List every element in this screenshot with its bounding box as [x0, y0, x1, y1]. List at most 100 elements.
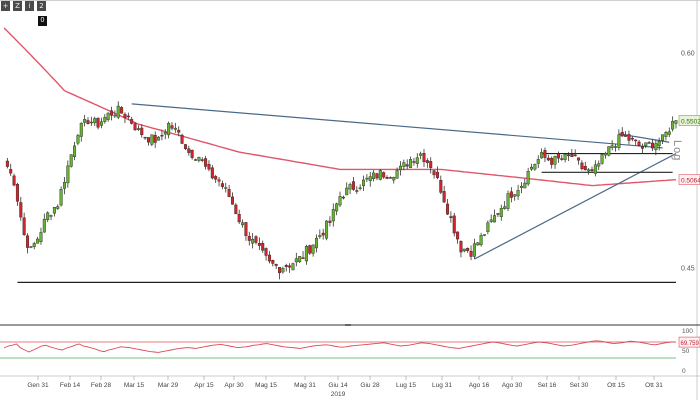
candle-body: [580, 162, 584, 170]
candle-body: [355, 190, 359, 192]
candle-body: [66, 165, 70, 184]
candle: [409, 156, 413, 169]
zoom-button[interactable]: Z: [13, 1, 22, 11]
candle: [375, 172, 379, 181]
candle-body: [519, 185, 523, 188]
candle: [261, 240, 265, 253]
candle-body: [378, 170, 382, 180]
candle: [200, 157, 204, 163]
candle: [533, 163, 537, 171]
candle: [546, 154, 550, 162]
candle-body: [230, 196, 234, 205]
candle-body: [351, 181, 355, 190]
candle-body: [220, 183, 224, 187]
candle: [671, 116, 675, 132]
candle: [634, 139, 638, 146]
candle-body: [550, 157, 554, 165]
oscillator-line: [3, 340, 677, 353]
candle-body: [409, 159, 413, 168]
candle: [603, 151, 607, 159]
candle-body: [49, 215, 53, 217]
candle: [654, 139, 658, 156]
candle-body: [603, 152, 607, 156]
candle: [560, 155, 564, 161]
candle: [509, 187, 513, 203]
crosshair-button[interactable]: +: [1, 1, 10, 11]
last-price-label: 0.5502: [681, 119, 700, 126]
candle-body: [654, 143, 658, 151]
candle-body: [227, 189, 231, 197]
candle-body: [429, 161, 433, 168]
candle: [314, 234, 318, 253]
candle: [264, 247, 268, 261]
candle: [365, 174, 369, 183]
candle-body: [93, 118, 97, 124]
candle-body: [59, 189, 63, 206]
candle: [217, 177, 221, 187]
oscillator-pane: 0 50 100 69.759: [0, 324, 700, 375]
candle-body: [32, 243, 36, 247]
candle-body: [368, 176, 372, 182]
candle-body: [244, 222, 248, 236]
candle-body: [46, 212, 50, 220]
candle: [341, 195, 345, 200]
candle-body: [476, 242, 480, 246]
candle: [173, 122, 177, 133]
candle-body: [52, 207, 56, 214]
time-tick-label: Set 16: [538, 382, 557, 389]
candle: [573, 149, 577, 157]
candle-body: [435, 171, 439, 178]
trendline: [618, 133, 670, 143]
candle: [207, 160, 211, 172]
ma-value-label: 0.5064: [681, 178, 700, 185]
candle-body: [583, 165, 587, 171]
candle: [338, 191, 342, 208]
time-tick-label: Set 30: [570, 382, 589, 389]
info-button[interactable]: i: [25, 1, 34, 11]
candle-body: [667, 131, 671, 135]
candle: [12, 173, 16, 187]
candle-body: [452, 215, 456, 234]
candle-body: [278, 267, 282, 274]
candle: [86, 117, 90, 125]
candle-body: [183, 144, 187, 149]
candle-body: [96, 117, 100, 128]
settings-button[interactable]: 2: [37, 1, 46, 11]
candle-body: [120, 107, 124, 114]
candle: [26, 233, 30, 254]
candle-body: [372, 172, 376, 180]
candle: [388, 176, 392, 179]
candle: [577, 157, 581, 165]
candle: [405, 159, 409, 170]
candle-body: [321, 232, 325, 236]
candle-body: [412, 161, 416, 163]
candle-body: [593, 164, 597, 174]
candle-body: [210, 167, 214, 179]
log-scale-label[interactable]: Log: [671, 140, 683, 162]
candle-body: [647, 142, 651, 144]
candle: [204, 155, 208, 170]
candle: [392, 176, 396, 184]
candle-body: [506, 193, 510, 209]
candle: [291, 262, 295, 271]
candle: [439, 175, 443, 195]
candle-body: [398, 165, 402, 171]
oscillator-tick-label: 0: [682, 368, 686, 375]
candle: [42, 213, 46, 233]
candle-body: [146, 137, 150, 143]
candle: [644, 142, 648, 149]
time-tick-label: Ago 30: [502, 382, 523, 389]
candle-body: [110, 110, 114, 116]
candle-body: [482, 234, 486, 236]
candle-body: [254, 236, 258, 243]
candle: [335, 202, 339, 216]
oscillator-value-label: 69.759: [681, 341, 700, 347]
candle-body: [214, 176, 218, 180]
candle-body: [163, 132, 167, 135]
candle: [469, 245, 473, 261]
candle: [496, 213, 500, 217]
candle: [36, 236, 40, 244]
candle: [76, 133, 80, 146]
candle-body: [469, 251, 473, 257]
candle: [637, 139, 641, 147]
